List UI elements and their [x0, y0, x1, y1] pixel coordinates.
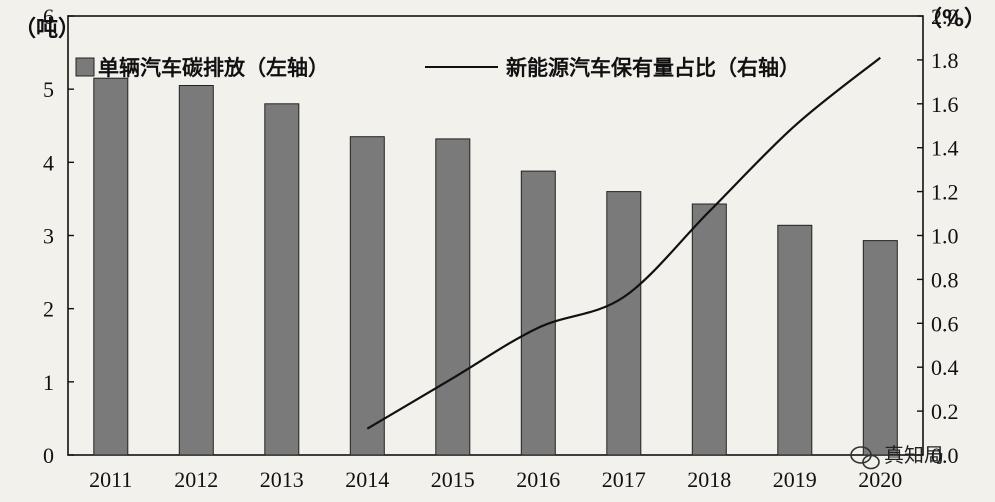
bar-2014	[349, 136, 385, 456]
bar-2017	[606, 191, 642, 456]
right-tick-label: 1.8	[931, 48, 959, 73]
x-tick-label: 2017	[602, 467, 646, 492]
left-tick-label: 5	[43, 77, 54, 102]
x-tick-label: 2014	[345, 467, 389, 492]
bar-2018	[691, 203, 727, 456]
line-series	[366, 56, 881, 430]
legend-label-line: 新能源汽车保有量占比（右轴）	[506, 56, 800, 80]
left-tick-label: 0	[43, 443, 54, 468]
right-tick-label: 0.2	[931, 399, 959, 424]
bar-series	[93, 77, 898, 456]
left-tick-label: 3	[43, 224, 54, 249]
bar-2015	[435, 138, 471, 456]
left-tick-label: 1	[43, 370, 54, 395]
right-tick-label: 2.0	[931, 4, 959, 29]
right-tick-label: 0.4	[931, 355, 959, 380]
line-share-curve	[366, 56, 881, 430]
bar-2013	[264, 103, 300, 456]
x-tick-label: 2018	[687, 467, 731, 492]
wechat-icon	[850, 446, 880, 470]
watermark: 真知局	[850, 443, 944, 470]
bar-2019	[777, 224, 813, 456]
x-axis: 2011 2012 2013 2014 2015 2016 2017 2018 2019 2020	[89, 467, 902, 492]
left-tick-label: 2	[43, 297, 54, 322]
x-tick-label: 2013	[260, 467, 304, 492]
legend-label-bar: 单辆汽车碳排放（左轴）	[98, 56, 329, 80]
right-tick-label: 0.0	[931, 443, 959, 468]
bar-2012	[178, 85, 214, 456]
left-tick-label: 6	[43, 4, 54, 29]
x-tick-label: 2016	[516, 467, 560, 492]
right-tick-label: 1.0	[931, 224, 959, 249]
x-tick-label: 2012	[174, 467, 218, 492]
bar-2011	[93, 77, 129, 456]
legend-swatch-bar	[75, 57, 95, 77]
left-y-axis: 0 1 2 3 4 5 6	[43, 4, 74, 468]
bar-2016	[520, 170, 556, 456]
right-tick-label: 1.6	[931, 92, 959, 117]
right-tick-label: 0.8	[931, 267, 959, 292]
left-tick-label: 4	[43, 150, 54, 175]
left-axis-unit: （吨）	[14, 17, 80, 42]
right-tick-label: 1.2	[931, 180, 959, 205]
bar-2020	[862, 240, 898, 456]
watermark-text: 真知局	[884, 443, 944, 467]
legend: 单辆汽车碳排放（左轴） 新能源汽车保有量占比（右轴）	[75, 56, 800, 80]
right-tick-label: 1.4	[931, 136, 959, 161]
right-tick-label: 0.6	[931, 311, 959, 336]
x-tick-label: 2015	[431, 467, 475, 492]
x-tick-label: 2020	[858, 467, 902, 492]
x-tick-label: 2011	[89, 467, 132, 492]
right-axis-unit: （%）	[920, 7, 986, 32]
x-tick-label: 2019	[773, 467, 817, 492]
right-y-axis: 0.0 0.2 0.4 0.6 0.8 1.0 1.2 1.4 1.6 1.8 2.0	[917, 4, 959, 468]
